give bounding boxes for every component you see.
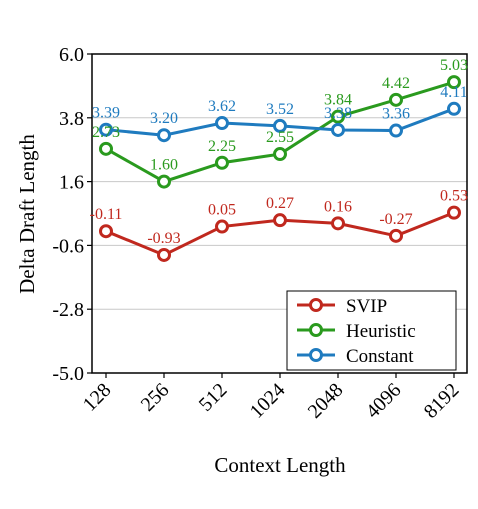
- legend-swatch-marker: [309, 323, 323, 337]
- data-point: [331, 216, 345, 231]
- data-label: 3.20: [150, 110, 178, 127]
- data-point: [157, 174, 171, 189]
- data-point: [99, 224, 113, 239]
- data-label: 2.55: [266, 129, 294, 146]
- legend-label: Heuristic: [346, 321, 416, 342]
- x-tick-label: 1024: [246, 379, 290, 423]
- data-label: 3.62: [208, 98, 236, 115]
- data-point: [215, 155, 229, 170]
- data-point: [331, 122, 345, 137]
- x-tick-label: 256: [137, 379, 174, 416]
- x-axis-title: Context Length: [214, 453, 346, 477]
- legend: SVIP Heuristic Constant: [286, 290, 457, 371]
- data-point: [447, 205, 461, 220]
- data-label: 2.73: [92, 124, 120, 141]
- x-tick-label: 128: [79, 379, 116, 416]
- data-point: [331, 109, 345, 124]
- x-tick-label: 512: [195, 379, 232, 416]
- legend-swatch-marker: [309, 348, 323, 362]
- data-label: 0.16: [324, 198, 352, 215]
- y-tick-label: -0.6: [52, 235, 84, 257]
- y-axis-title: Delta Draft Length: [15, 134, 39, 294]
- y-tick-label: -2.8: [52, 299, 84, 321]
- data-label: 4.11: [440, 84, 467, 101]
- data-point: [447, 75, 461, 90]
- x-tick-label: 8192: [420, 379, 464, 423]
- legend-swatch-marker: [309, 298, 323, 312]
- data-label: 3.38: [324, 105, 352, 122]
- y-axis-ticks: 6.0 3.8 1.6 -0.6 -2.8 -5.0: [52, 44, 92, 385]
- data-point: [215, 219, 229, 234]
- data-label: 3.36: [382, 106, 410, 123]
- data-point: [157, 247, 171, 262]
- data-label: 4.42: [382, 75, 410, 92]
- x-tick-label: 4096: [362, 379, 406, 423]
- y-tick-label: 3.8: [59, 108, 84, 130]
- data-label: 0.05: [208, 202, 236, 219]
- data-point: [447, 101, 461, 116]
- data-label: 1.60: [150, 157, 178, 174]
- data-point: [389, 228, 403, 243]
- data-point: [273, 213, 287, 228]
- legend-label: Constant: [346, 346, 414, 367]
- x-tick-label: 2048: [304, 379, 348, 423]
- series-layer: [99, 75, 461, 262]
- data-label: 5.03: [440, 57, 468, 74]
- data-point: [389, 123, 403, 138]
- legend-label: SVIP: [346, 296, 387, 317]
- data-label: -0.93: [147, 230, 180, 247]
- data-label: 3.52: [266, 101, 294, 118]
- data-label: -0.11: [90, 206, 123, 223]
- data-point: [157, 128, 171, 143]
- y-tick-label: -5.0: [52, 363, 84, 385]
- data-point: [389, 92, 403, 107]
- data-point: [99, 141, 113, 156]
- data-label: 3.39: [92, 105, 120, 122]
- data-label: 3.84: [324, 92, 352, 109]
- data-label: -0.27: [379, 211, 412, 228]
- data-label: 2.25: [208, 138, 236, 155]
- data-point: [99, 122, 113, 137]
- data-point: [273, 118, 287, 133]
- y-tick-label: 6.0: [59, 44, 84, 66]
- y-tick-label: 1.6: [59, 172, 84, 194]
- data-point: [273, 147, 287, 162]
- data-point: [215, 116, 229, 131]
- data-label: 0.27: [266, 195, 294, 212]
- x-axis-ticks: 128 256 512 1024 2048 4096 8192: [79, 373, 464, 423]
- data-label: 0.53: [440, 188, 468, 205]
- data-labels: -0.11 -0.93 0.05 0.27 0.16 -0.27 0.53 2.73 1.60 2…: [90, 57, 468, 247]
